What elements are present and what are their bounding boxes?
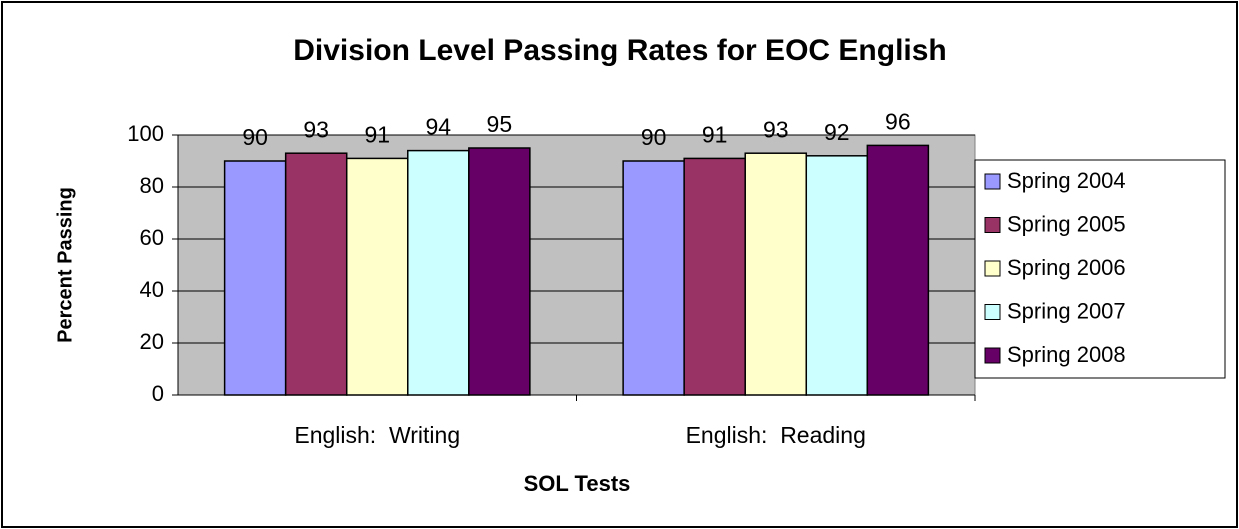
bar (407, 149, 470, 396)
legend-label: Spring 2005 (1007, 211, 1126, 236)
legend-label: Spring 2006 (1007, 255, 1126, 280)
y-tick-label: 20 (140, 329, 164, 354)
legend-label: Spring 2004 (1007, 168, 1126, 193)
legend-swatch (984, 217, 1001, 233)
bar (683, 157, 746, 396)
x-tick-label: English: Writing (294, 422, 460, 448)
legend-box (974, 159, 1226, 379)
x-tick-label: English: Reading (686, 422, 866, 448)
bar (468, 147, 531, 396)
chart-title: Division Level Passing Rates for EOC Eng… (293, 34, 947, 67)
data-label: 96 (885, 108, 911, 134)
bar (866, 144, 930, 396)
legend-label: Spring 2007 (1007, 298, 1126, 323)
legend-swatch (984, 173, 1001, 190)
y-tick-label: 0 (152, 381, 164, 406)
bar (805, 155, 869, 396)
x-axis-title: SOL Tests (524, 471, 631, 496)
y-axis-title: Percent Passing (54, 187, 76, 343)
data-label: 91 (364, 121, 390, 147)
data-label: 90 (242, 124, 268, 150)
legend-swatch (984, 347, 1001, 364)
data-label: 91 (702, 121, 728, 147)
bar (345, 157, 409, 396)
data-label: 90 (641, 124, 667, 150)
data-label: 93 (303, 116, 329, 142)
y-tick-label: 40 (140, 277, 164, 302)
data-label: 95 (487, 111, 513, 137)
legend-swatch (984, 304, 1001, 320)
y-tick-label: 60 (140, 225, 164, 250)
y-tick-label: 80 (140, 173, 164, 198)
y-tick-label: 100 (127, 121, 164, 146)
data-label: 93 (763, 116, 789, 142)
legend-label: Spring 2008 (1007, 342, 1126, 367)
legend-swatch (984, 260, 1001, 277)
data-label: 92 (824, 119, 850, 145)
bar (284, 152, 348, 396)
bar (622, 160, 685, 396)
bar (223, 160, 287, 396)
data-label: 94 (426, 114, 452, 140)
bar (744, 152, 808, 396)
